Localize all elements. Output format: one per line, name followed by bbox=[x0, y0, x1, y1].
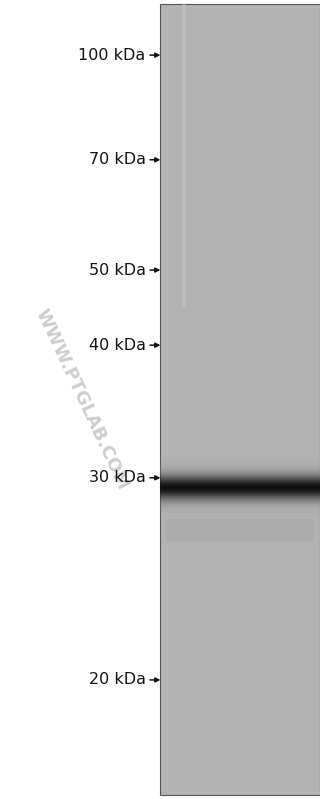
Text: 30 kDa: 30 kDa bbox=[89, 471, 146, 485]
Text: 40 kDa: 40 kDa bbox=[89, 338, 146, 352]
Bar bbox=[160, 4, 320, 795]
Bar bbox=[166, 519, 314, 542]
Text: 100 kDa: 100 kDa bbox=[78, 48, 146, 62]
Text: 50 kDa: 50 kDa bbox=[89, 263, 146, 277]
Text: 20 kDa: 20 kDa bbox=[89, 673, 146, 687]
Text: 70 kDa: 70 kDa bbox=[89, 153, 146, 167]
Bar bbox=[182, 4, 186, 308]
Text: WWW.PTGLAB.COM: WWW.PTGLAB.COM bbox=[32, 306, 132, 493]
